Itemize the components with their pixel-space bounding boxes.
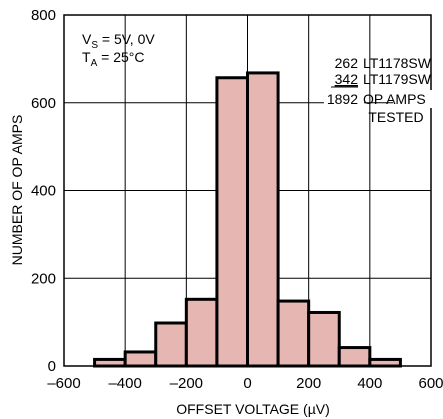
y-tick-label-4: 800 [31,7,56,24]
temperature-annotation: TA = 25°C [82,49,144,69]
vs-value: = 5V, 0V [98,31,155,47]
histogram-bar-2 [154,321,188,368]
plot-frame [63,14,432,367]
supply-voltage-annotation: VS = 5V, 0V [82,31,155,51]
histogram-bar-8 [337,346,372,368]
y-tick-labels: 0 200 400 600 800 [31,7,56,375]
y-tick-label-3: 600 [31,95,56,112]
x-tick-label-6: 600 [418,375,443,392]
x-axis-label: OFFSET VOLTAGE (µV) [176,401,330,417]
y-tick-label-2: 400 [31,183,56,200]
x-tick-label-3: 0 [243,375,251,392]
x-tick-label-2: –200 [170,375,203,392]
ta-value: = 25°C [97,49,144,65]
lt1179-part: LT1179SW [363,71,432,87]
x-tick-label-4: 200 [296,375,321,392]
x-tick-label-0: –600 [47,375,80,392]
vs-symbol: V [82,31,92,47]
histogram-bar-1 [123,350,158,368]
tested-parts-annotation: 262 LT1178SW 342 LT1179SW 1892 OP AMPS T… [324,55,433,125]
tested-label: TESTED [368,109,423,125]
histogram-bars [93,71,402,368]
histogram-bar-4 [215,76,250,368]
ta-subscript: A [91,58,98,69]
x-tick-label-5: 400 [357,375,382,392]
histogram-bar-5 [246,71,280,368]
histogram-bar-7 [307,310,341,368]
vs-subscript: S [91,40,98,51]
histogram-bar-9 [368,357,402,368]
y-tick-label-1: 200 [31,270,56,287]
histogram-bar-6 [276,299,311,368]
y-axis-label: NUMBER OF OP AMPS [9,115,25,266]
total-count: 1892 [327,91,358,107]
y-tick-label-0: 0 [48,358,56,375]
lt1179-count: 342 [335,71,359,87]
x-tick-labels: –600 –400 –200 0 200 400 600 [47,375,443,392]
x-tick-label-1: –400 [108,375,141,392]
histogram-bar-0 [93,357,127,368]
lt1178-part: LT1178SW [363,55,432,71]
op-amps-label: OP AMPS [363,91,426,107]
ta-symbol: T [82,49,91,65]
lt1178-count: 262 [335,55,359,71]
histogram-bar-3 [184,297,219,368]
